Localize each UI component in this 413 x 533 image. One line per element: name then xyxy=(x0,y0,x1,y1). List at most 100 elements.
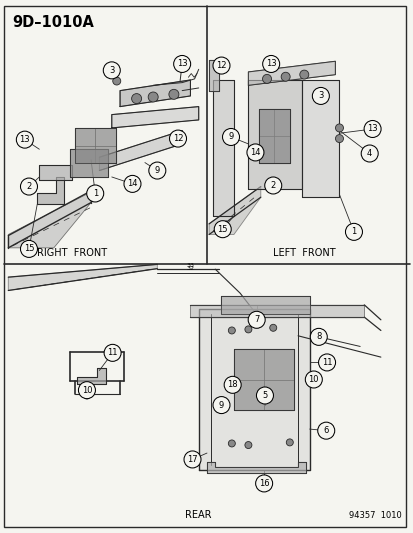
Text: 10: 10 xyxy=(308,375,318,384)
Polygon shape xyxy=(209,187,260,235)
Polygon shape xyxy=(248,61,335,85)
Circle shape xyxy=(148,92,158,102)
Circle shape xyxy=(309,328,327,345)
Circle shape xyxy=(256,387,273,404)
Circle shape xyxy=(335,124,343,132)
Circle shape xyxy=(123,175,141,192)
Text: 15: 15 xyxy=(24,245,34,253)
Text: 2: 2 xyxy=(270,181,275,190)
Text: 32: 32 xyxy=(186,266,194,271)
Circle shape xyxy=(244,441,251,449)
Circle shape xyxy=(228,440,235,447)
Text: 2: 2 xyxy=(26,182,31,191)
Text: 11: 11 xyxy=(321,358,332,367)
Polygon shape xyxy=(99,131,182,171)
Circle shape xyxy=(169,130,186,147)
Polygon shape xyxy=(221,296,310,314)
Circle shape xyxy=(78,382,95,399)
Polygon shape xyxy=(258,109,289,163)
Text: 15: 15 xyxy=(217,225,228,233)
Text: 5: 5 xyxy=(262,391,267,400)
Polygon shape xyxy=(8,264,157,290)
Circle shape xyxy=(255,475,272,492)
Text: 4: 4 xyxy=(366,149,371,158)
Circle shape xyxy=(169,90,178,99)
Circle shape xyxy=(286,439,292,446)
Circle shape xyxy=(16,131,33,148)
Text: 6: 6 xyxy=(323,426,328,435)
Text: 14: 14 xyxy=(127,180,138,188)
Circle shape xyxy=(212,57,230,74)
Text: REAR: REAR xyxy=(185,510,211,520)
Circle shape xyxy=(335,134,343,143)
Circle shape xyxy=(299,70,308,79)
Circle shape xyxy=(148,162,166,179)
Polygon shape xyxy=(213,80,233,216)
Text: 8: 8 xyxy=(316,333,320,341)
Polygon shape xyxy=(74,128,116,163)
Text: 3: 3 xyxy=(109,66,114,75)
Text: 13: 13 xyxy=(265,60,276,68)
Circle shape xyxy=(264,177,281,194)
Circle shape xyxy=(304,371,322,388)
Circle shape xyxy=(104,344,121,361)
Polygon shape xyxy=(209,60,219,91)
Text: 3: 3 xyxy=(318,92,323,100)
Circle shape xyxy=(214,221,231,238)
Circle shape xyxy=(86,185,104,202)
Text: RIGHT  FRONT: RIGHT FRONT xyxy=(37,248,107,258)
Text: 9: 9 xyxy=(218,401,223,409)
Circle shape xyxy=(103,62,120,79)
Polygon shape xyxy=(8,192,91,248)
Text: 16: 16 xyxy=(258,479,269,488)
Text: 1: 1 xyxy=(351,228,356,236)
Text: 13: 13 xyxy=(176,60,187,68)
Text: 17: 17 xyxy=(187,455,197,464)
Circle shape xyxy=(360,145,377,162)
Text: 10: 10 xyxy=(81,386,92,394)
Circle shape xyxy=(344,223,362,240)
Text: 33: 33 xyxy=(186,263,194,268)
Polygon shape xyxy=(70,149,107,177)
Circle shape xyxy=(20,240,38,257)
Circle shape xyxy=(318,354,335,371)
Circle shape xyxy=(183,451,201,468)
Polygon shape xyxy=(76,368,105,384)
Circle shape xyxy=(173,55,190,72)
Text: 7: 7 xyxy=(254,316,259,324)
Circle shape xyxy=(223,376,241,393)
Polygon shape xyxy=(120,80,190,107)
Circle shape xyxy=(269,324,276,332)
Polygon shape xyxy=(206,462,306,473)
Circle shape xyxy=(280,72,290,81)
Polygon shape xyxy=(39,165,72,180)
Circle shape xyxy=(83,392,90,399)
Circle shape xyxy=(20,178,38,195)
Circle shape xyxy=(246,144,263,161)
Polygon shape xyxy=(301,80,339,197)
Text: 12: 12 xyxy=(172,134,183,143)
Circle shape xyxy=(212,397,230,414)
Polygon shape xyxy=(198,309,310,470)
Circle shape xyxy=(363,120,380,138)
Circle shape xyxy=(112,77,121,85)
Circle shape xyxy=(262,75,271,83)
Circle shape xyxy=(262,55,279,72)
Text: 14: 14 xyxy=(249,148,260,157)
Text: 9D–1010A: 9D–1010A xyxy=(12,15,94,30)
Circle shape xyxy=(228,327,235,334)
Circle shape xyxy=(244,326,251,333)
Polygon shape xyxy=(112,107,198,128)
Text: LEFT  FRONT: LEFT FRONT xyxy=(272,248,335,258)
Text: 94357  1010: 94357 1010 xyxy=(348,511,401,520)
Polygon shape xyxy=(190,305,363,317)
Text: 1: 1 xyxy=(93,189,97,198)
Polygon shape xyxy=(248,80,301,189)
Polygon shape xyxy=(37,177,64,204)
Text: 13: 13 xyxy=(19,135,30,144)
Text: 18: 18 xyxy=(227,381,237,389)
Circle shape xyxy=(247,311,265,328)
Circle shape xyxy=(317,422,334,439)
Circle shape xyxy=(311,87,329,104)
Polygon shape xyxy=(233,349,293,410)
